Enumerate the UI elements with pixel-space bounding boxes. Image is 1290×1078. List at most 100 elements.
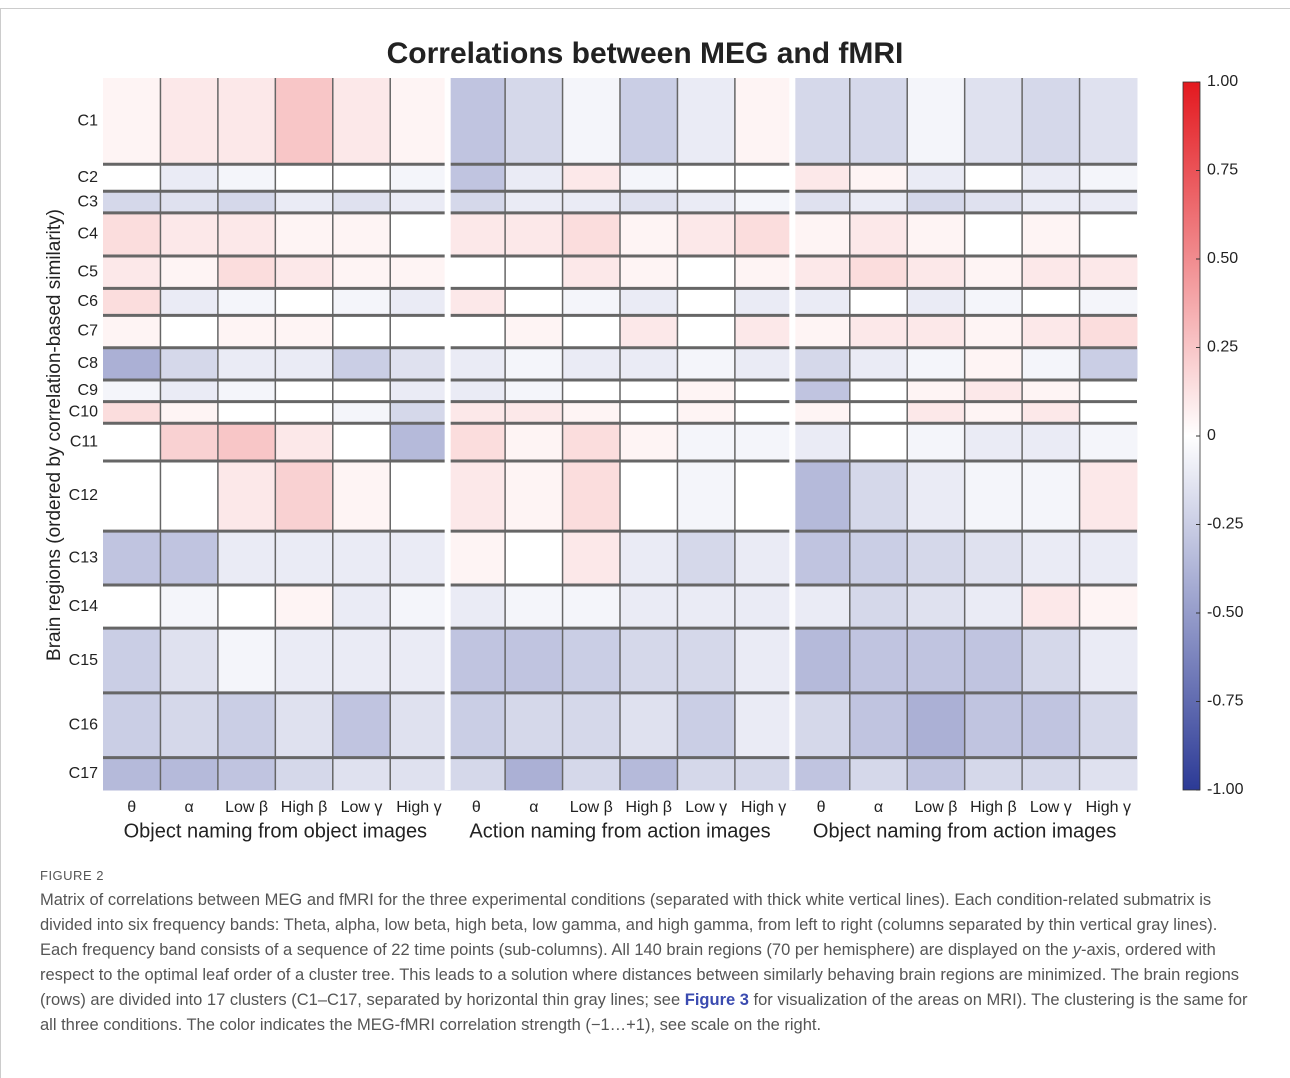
heatmap-cell	[1022, 256, 1081, 289]
heatmap-cell	[964, 585, 1023, 629]
heatmap-cell	[103, 256, 161, 289]
heatmap-cell	[505, 757, 564, 791]
heatmap-cell	[390, 460, 449, 532]
heatmap-cell	[447, 628, 506, 694]
heatmap-cell	[447, 692, 506, 759]
heatmap-cell	[677, 288, 736, 316]
heatmap-cell	[1079, 212, 1138, 257]
row-label: C7	[78, 323, 99, 340]
heatmap-cell	[907, 401, 966, 424]
heatmap-cell	[447, 78, 506, 165]
condition-label: Object naming from object images	[124, 820, 427, 842]
row-label: C2	[78, 169, 99, 186]
band-label: Low β	[570, 799, 613, 816]
heatmap-cell	[1022, 460, 1081, 532]
caption-text: for visualization of the areas on MRI). …	[40, 991, 1248, 1034]
heatmap-cell	[734, 460, 793, 532]
heatmap-cell	[160, 380, 219, 403]
heatmap-cell	[677, 585, 736, 629]
heatmap-cell	[849, 380, 908, 403]
heatmap-cell	[620, 315, 678, 349]
heatmap-cell	[562, 460, 621, 532]
heatmap-cell	[849, 347, 908, 381]
heatmap-cell	[620, 423, 678, 462]
heatmap-cell	[1079, 347, 1138, 381]
heatmap-cell	[677, 347, 736, 381]
heatmap-cell	[332, 401, 391, 424]
heatmap-cell	[447, 531, 506, 586]
heatmap-cell	[964, 423, 1023, 462]
colorbar-tick-label: -0.50	[1207, 604, 1244, 621]
heatmap-cell	[390, 401, 449, 424]
heatmap-cell	[849, 531, 908, 586]
heatmap-cell	[275, 423, 334, 462]
heatmap-cell	[792, 164, 851, 192]
caption-text: -axis, ordered with respect to the optim…	[40, 941, 1240, 1009]
heatmap-cell	[677, 315, 736, 349]
heatmap-cell	[734, 164, 793, 192]
heatmap-cell	[103, 692, 161, 759]
heatmap-cell	[160, 347, 219, 381]
band-label: α	[185, 799, 194, 816]
heatmap-cell	[332, 191, 391, 214]
heatmap-cell	[792, 288, 851, 316]
heatmap-cell	[505, 423, 564, 462]
heatmap-cell	[792, 380, 851, 403]
heatmap-cell	[390, 191, 449, 214]
heatmap-cell	[620, 191, 678, 214]
row-label: C13	[69, 549, 98, 566]
heatmap-cell	[103, 380, 161, 403]
heatmap-cell	[849, 212, 908, 257]
heatmap-cell	[792, 191, 851, 214]
heatmap-cell	[160, 401, 219, 424]
heatmap-cell	[620, 288, 678, 316]
heatmap-cell	[275, 380, 334, 403]
y-axis-label: Brain regions (ordered by correlation-ba…	[44, 209, 65, 661]
heatmap-cell	[792, 628, 851, 694]
heatmap-cell	[849, 423, 908, 462]
heatmap-cell	[849, 288, 908, 316]
heatmap-cell	[390, 315, 449, 349]
heatmap-cell	[1022, 531, 1081, 586]
heatmap-cell	[907, 78, 966, 165]
heatmap-cell	[217, 757, 276, 791]
heatmap-cell	[160, 212, 219, 257]
row-label: C11	[70, 433, 98, 450]
band-label: θ	[127, 799, 136, 816]
caption-text: Matrix of correlations between MEG and f…	[40, 891, 1218, 959]
heatmap-cell	[103, 585, 161, 629]
heatmap-cell	[964, 347, 1023, 381]
heatmap-cell	[620, 692, 678, 759]
band-label: Low β	[914, 799, 957, 816]
band-label: θ	[817, 799, 826, 816]
heatmap-cell	[907, 692, 966, 759]
heatmap-cell	[447, 757, 506, 791]
chart: Correlations between MEG and fMRI Brain …	[44, 37, 1244, 842]
heatmap-cell	[1079, 423, 1138, 462]
colorbar-tick-label: 1.00	[1207, 73, 1238, 90]
row-label: C5	[78, 263, 99, 280]
caption-text: y	[1072, 941, 1082, 959]
heatmap-cell	[964, 288, 1023, 316]
heatmap-cell	[103, 288, 161, 316]
heatmap-cell	[849, 628, 908, 694]
heatmap-cell	[447, 256, 506, 289]
heatmap-cell	[792, 212, 851, 257]
heatmap-cell	[734, 628, 793, 694]
heatmap-cell	[447, 380, 506, 403]
figure-link[interactable]: Figure 3	[684, 991, 749, 1009]
heatmap-cell	[332, 757, 391, 791]
heatmap-cell	[275, 191, 334, 214]
heatmap-cell	[620, 212, 678, 257]
heatmap-cell	[964, 164, 1023, 192]
heatmap-cell	[964, 401, 1023, 424]
heatmap-cell	[505, 191, 564, 214]
colorbar-tick-label: -0.25	[1207, 516, 1244, 533]
heatmap-cell	[275, 78, 334, 165]
heatmap-cell	[217, 401, 276, 424]
row-label: C16	[69, 716, 98, 733]
heatmap-cell	[907, 380, 966, 403]
row-label: C4	[78, 226, 99, 243]
row-label: C10	[69, 404, 98, 421]
chart-title: Correlations between MEG and fMRI	[387, 37, 904, 70]
